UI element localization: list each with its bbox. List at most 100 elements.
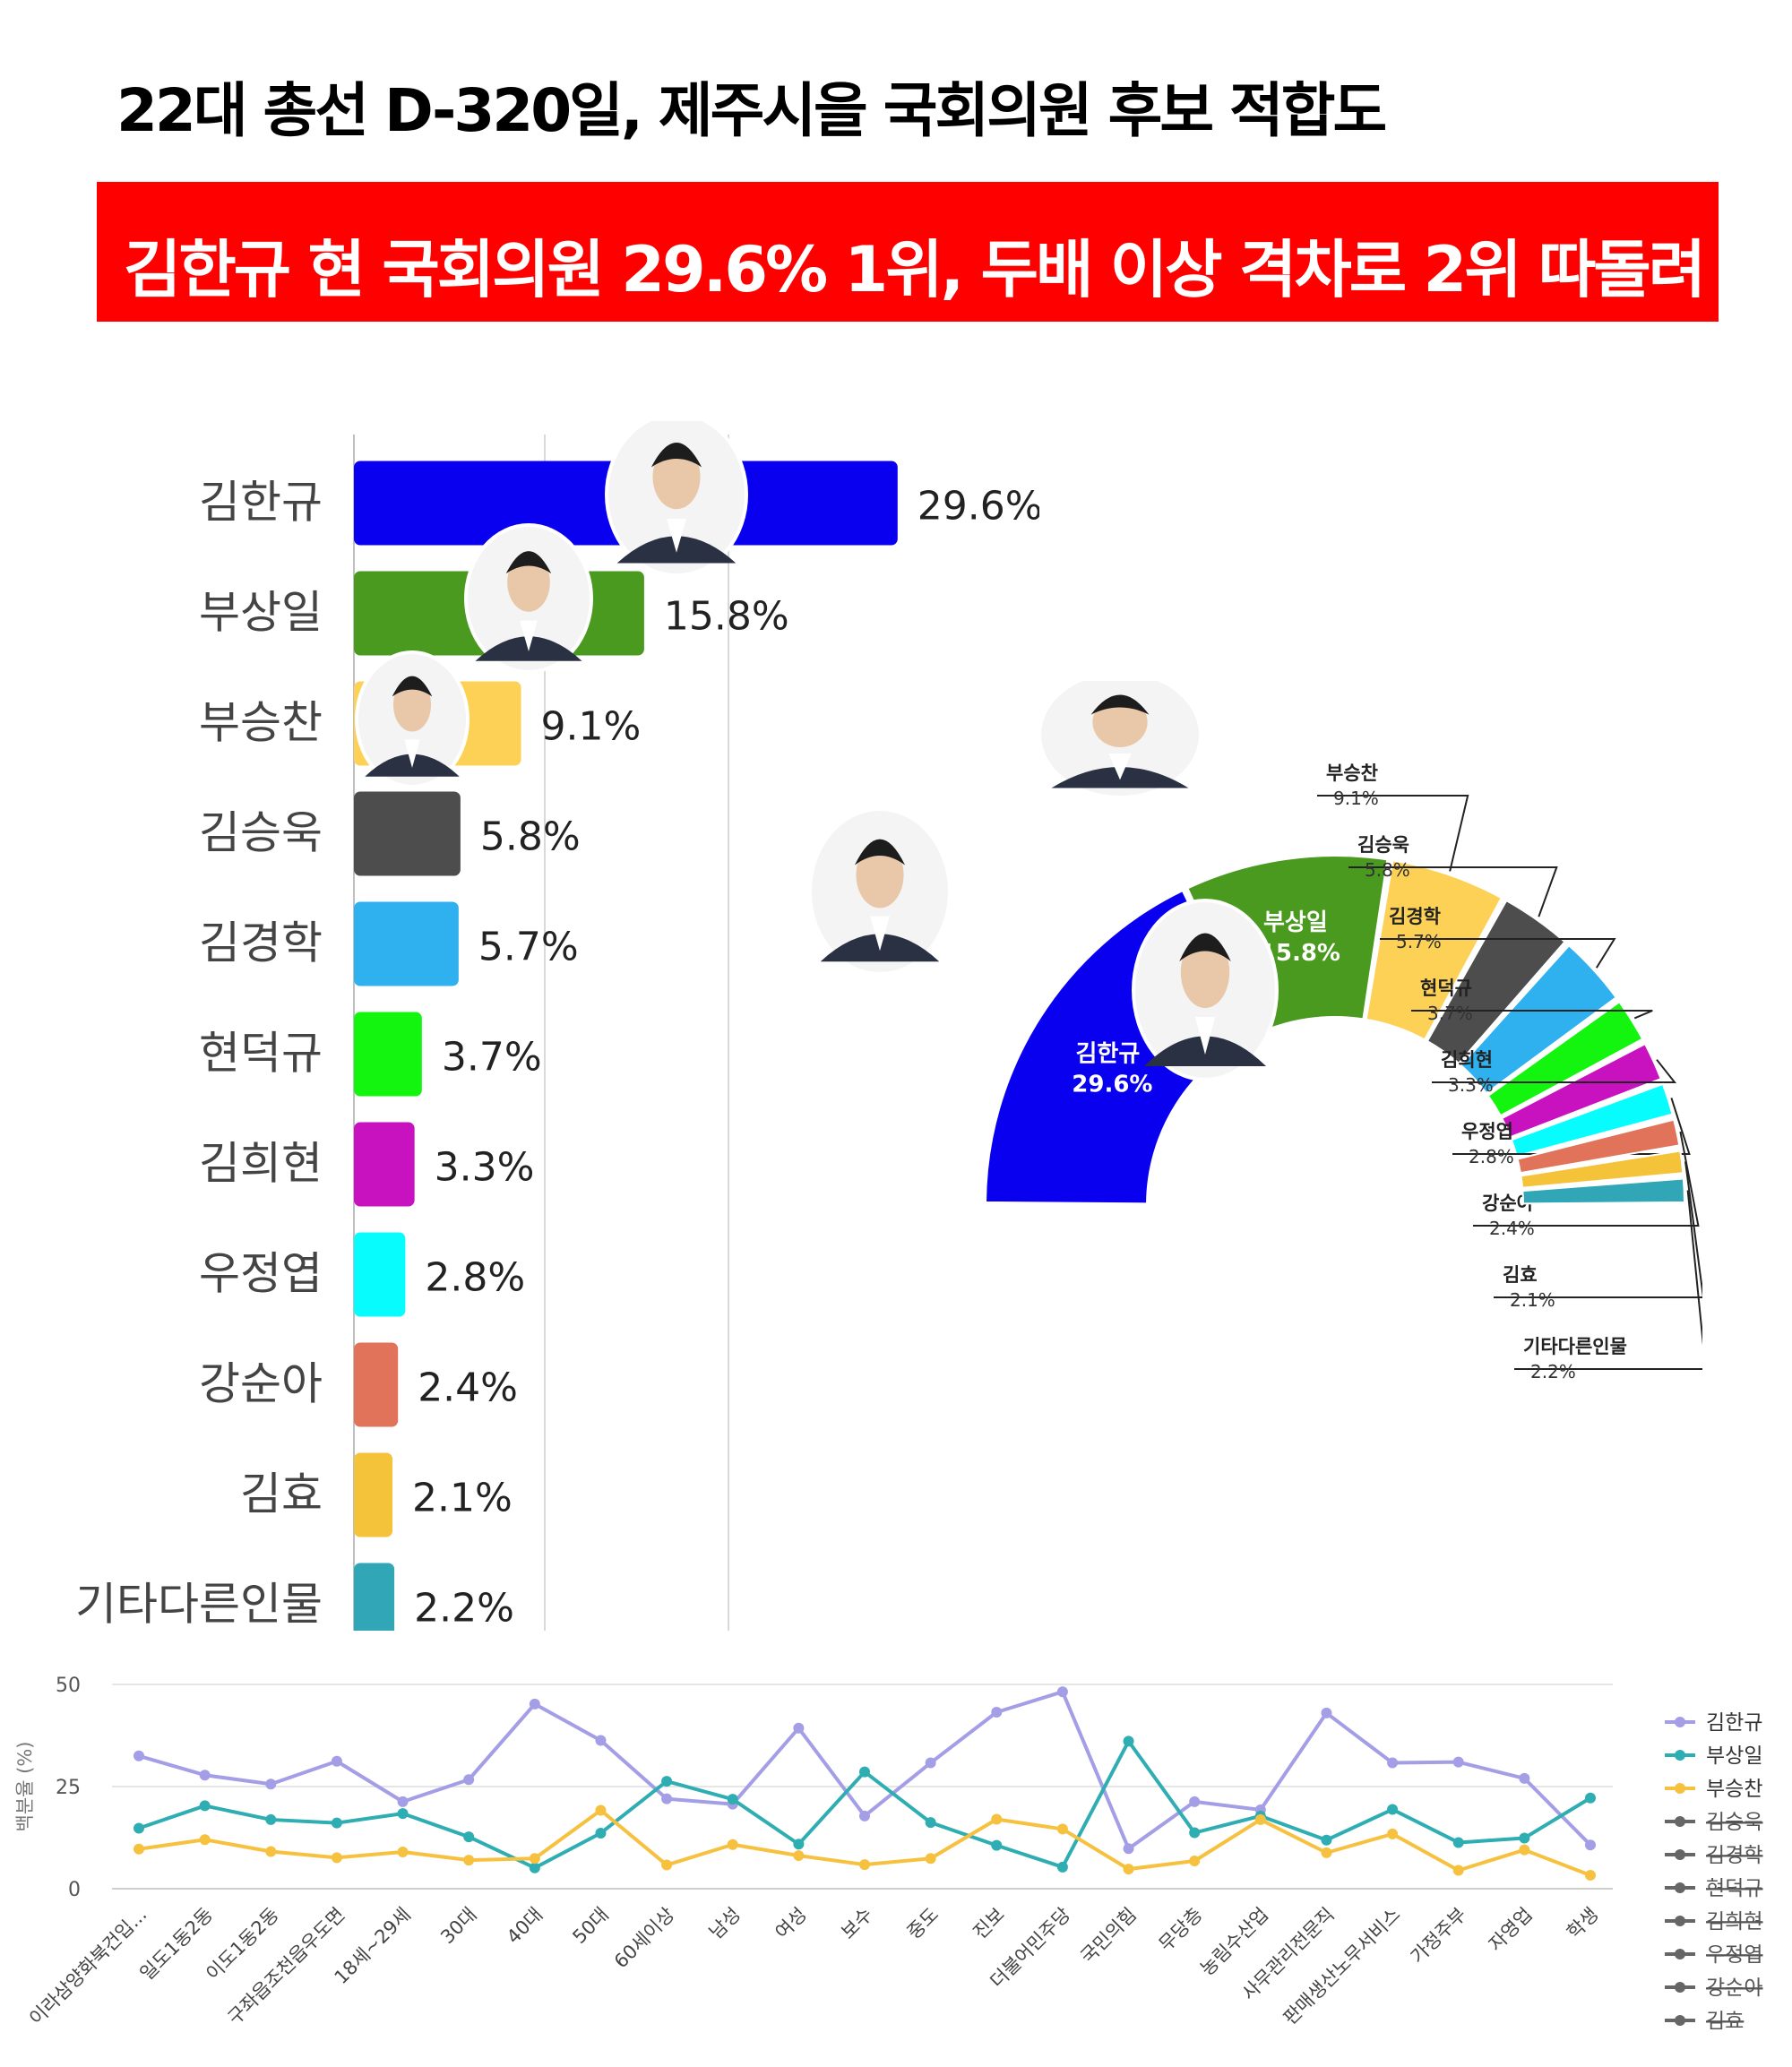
value-label: 3.7%	[442, 1035, 542, 1081]
data-point	[1189, 1855, 1201, 1866]
leader-line	[1411, 1010, 1653, 1020]
donut-slice	[1500, 1042, 1662, 1139]
slice-value-label: 9.1%	[1333, 788, 1379, 809]
pie-portrait-1	[808, 807, 952, 976]
legend-item[interactable]: 현덕규	[1665, 1877, 1762, 1900]
data-point	[1056, 1686, 1068, 1698]
data-point	[595, 1827, 607, 1839]
slice-value-label: 2.8%	[1469, 1146, 1514, 1167]
legend-item[interactable]: 김희현	[1665, 1910, 1762, 1934]
value-label: 9.1%	[541, 704, 642, 750]
data-point	[1452, 1837, 1464, 1848]
slice-name-label: 부상일	[1263, 909, 1328, 936]
legend-item[interactable]: 김효	[1665, 2010, 1744, 2033]
category-label: 김효	[240, 1468, 323, 1520]
data-point	[1452, 1756, 1464, 1768]
data-point	[925, 1817, 936, 1829]
legend-label: 부상일	[1706, 1744, 1762, 1768]
legend-item[interactable]: 강순아	[1665, 1977, 1762, 2000]
data-point	[859, 1859, 870, 1871]
value-label: 29.6%	[918, 484, 1039, 530]
value-label: 2.1%	[412, 1476, 513, 1521]
data-point	[331, 1852, 342, 1864]
data-point	[265, 1846, 277, 1857]
leader-line	[1452, 1098, 1691, 1155]
data-point	[1254, 1813, 1266, 1825]
data-point	[529, 1853, 540, 1865]
slice-name-label: 김한규	[1076, 1041, 1141, 1068]
leader-line	[1317, 795, 1469, 872]
avatar-face	[1180, 936, 1230, 1008]
candidate-half-donut-chart: 김한규29.6%부상일15.8%부승찬9.1%김승욱5.8%김경학5.7%현덕규…	[808, 681, 1702, 1382]
bar	[354, 1232, 406, 1317]
slice-value-label: 3.3%	[1448, 1074, 1494, 1096]
data-point	[1585, 1839, 1596, 1851]
data-point	[595, 1735, 607, 1746]
slice-value-label: 3.7%	[1427, 1003, 1473, 1024]
bar	[354, 1122, 415, 1207]
legend-item[interactable]: 부승찬	[1665, 1778, 1762, 1801]
slice-name-label: 김효	[1503, 1264, 1538, 1286]
legend-swatch-dot	[1675, 1816, 1685, 1827]
legend-item[interactable]: 우정엽	[1665, 1943, 1762, 1967]
data-point	[1519, 1844, 1530, 1856]
legend-item[interactable]: 부상일	[1665, 1744, 1762, 1768]
slice-name-label: 김희현	[1441, 1049, 1493, 1071]
data-point	[529, 1862, 540, 1873]
legend-label: 김효	[1706, 2010, 1744, 2033]
avatar-shirt	[520, 620, 538, 652]
bar	[354, 1452, 393, 1537]
data-point	[1189, 1827, 1201, 1839]
data-point	[463, 1855, 475, 1866]
avatar-shirt	[667, 519, 686, 553]
donut-slice	[1521, 1177, 1685, 1205]
legend-swatch-dot	[1675, 1882, 1685, 1893]
category-label: 김경학	[199, 917, 323, 969]
slice-name-label: 김승욱	[1357, 834, 1409, 856]
value-label: 5.8%	[480, 814, 581, 860]
legend-swatch-dot	[1675, 1849, 1685, 1860]
data-point	[793, 1722, 805, 1734]
data-point	[793, 1839, 805, 1850]
data-point	[661, 1776, 673, 1787]
x-tick-label: 국민의힘	[1076, 1904, 1141, 1968]
slice-value-label: 2.1%	[1510, 1289, 1555, 1311]
avatar-hair	[392, 676, 433, 697]
candidate-portrait-2	[464, 523, 593, 674]
legend-swatch-dot	[1675, 1783, 1685, 1794]
legend-label: 김희현	[1706, 1910, 1762, 1934]
candidate-bar-chart: 김한규 29.6% 부상일 15.8% 부승찬 9.1% 김승욱 5.8% 김경학 5.7% 현덕규…	[75, 421, 1039, 1631]
legend-item[interactable]: 김승욱	[1665, 1811, 1762, 1834]
pie-portrait-2	[1038, 681, 1202, 799]
candidate-portrait-1	[605, 421, 748, 577]
slice-name-label: 우정엽	[1461, 1121, 1513, 1142]
page-title: 22대 총선 D-320일, 제주시을 국회의원 후보 적합도	[116, 76, 1387, 145]
data-point	[331, 1817, 342, 1829]
category-label: 김한규	[199, 477, 323, 529]
donut-slice	[1510, 1082, 1674, 1158]
legend-label: 부승찬	[1706, 1778, 1762, 1801]
data-point	[991, 1839, 1003, 1851]
legend-item[interactable]: 김한규	[1665, 1711, 1762, 1735]
legend-item[interactable]: 김경학	[1665, 1844, 1762, 1867]
data-point	[529, 1698, 540, 1710]
slice-value-label: 5.7%	[1396, 931, 1442, 952]
value-label: 5.7%	[478, 925, 579, 970]
avatar-hair	[1179, 933, 1231, 961]
data-point	[1123, 1864, 1134, 1875]
candidate-portrait-3	[355, 650, 470, 788]
x-tick-label: 학생	[1563, 1904, 1602, 1943]
x-tick-label: 판매생산노무서비스	[1279, 1904, 1405, 2029]
x-tick-label: 구좌읍조천읍우도면	[224, 1904, 349, 2029]
data-point	[199, 1770, 211, 1781]
donut-slice	[1426, 899, 1566, 1065]
data-point	[991, 1813, 1003, 1825]
slice-value-label: 2.4%	[1489, 1218, 1535, 1239]
slice-value-label: 2.2%	[1530, 1361, 1576, 1382]
slice-name-label: 현덕규	[1420, 978, 1472, 999]
slice-value-label: 29.6%	[1072, 1072, 1152, 1098]
data-point	[991, 1707, 1003, 1718]
legend-label: 김경학	[1706, 1844, 1762, 1867]
data-point	[925, 1757, 936, 1769]
avatar-face	[507, 553, 550, 612]
